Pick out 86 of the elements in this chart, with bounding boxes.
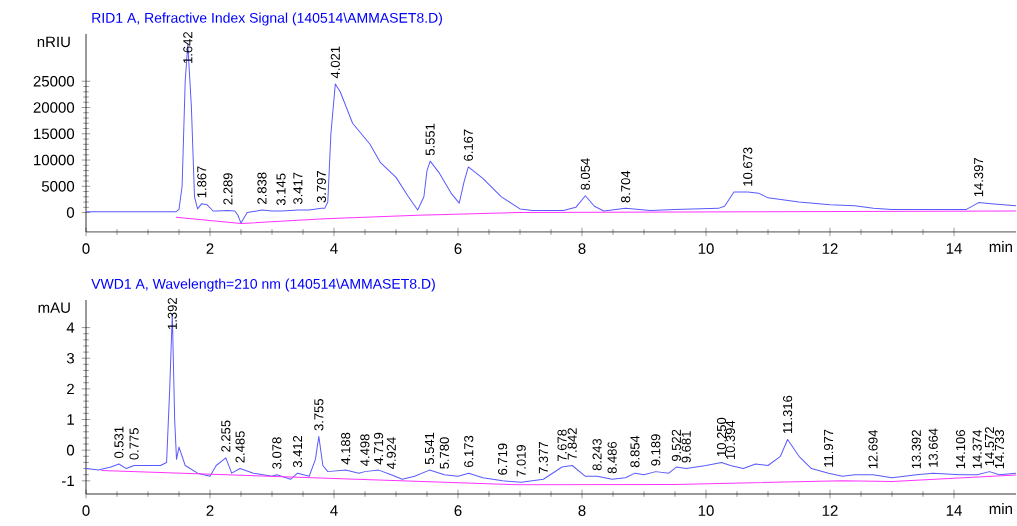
y-tick-label: 3: [66, 352, 75, 364]
annotation: 14.374: [972, 429, 982, 469]
annotation: 2.838: [257, 172, 267, 204]
x-tick-label: 2: [206, 243, 214, 254]
annotation: 3.145: [276, 173, 286, 206]
annotation: 9.681: [681, 431, 691, 463]
annotation: 8.704: [621, 170, 631, 203]
annotation: 8.486: [607, 441, 617, 474]
annotation: 14.733: [994, 430, 1005, 469]
x-tick-label: 8: [578, 243, 586, 254]
y-tick-label: 25000: [33, 75, 75, 87]
annotation: 0.531: [114, 426, 124, 459]
annotation: 4.719: [373, 432, 384, 465]
annotation: 4.924: [386, 437, 396, 469]
annotation: 1.642: [183, 32, 193, 63]
y-tick-label: 2: [67, 383, 74, 395]
line-series: [175, 210, 1017, 225]
annotation: 7.678: [557, 429, 567, 461]
annotation: 3.412: [292, 435, 303, 468]
annotation: 13.664: [928, 428, 938, 467]
x-tick-label: 4: [330, 505, 338, 516]
y-tick-label: 0: [66, 207, 75, 218]
y-tick-label: -1: [61, 475, 74, 486]
annotation: 10.673: [743, 147, 753, 186]
x-tick-label: 0: [82, 505, 90, 516]
annotation: 2.485: [235, 431, 245, 463]
annotation: 3.797: [316, 171, 327, 203]
annotation: 10.250: [716, 417, 727, 457]
x-tick-label: 6: [454, 505, 462, 516]
annotation: 11.977: [823, 429, 834, 467]
y-tick-label: 4: [66, 322, 75, 333]
chart-title: VWD1 A, Wavelength=210 nm (140514\AMMASET8.D): [91, 278, 435, 292]
annotation: 9.522: [671, 429, 681, 462]
annotation: 2.289: [223, 173, 233, 205]
x-tick-label: 0: [82, 243, 90, 254]
annotation: 13.392: [911, 430, 921, 469]
annotation: 3.417: [293, 172, 303, 205]
annotation: 7.842: [567, 428, 577, 460]
x-tick-label: 4: [330, 243, 338, 254]
chart-title: RID1 A, Refractive Index Signal (140514\AMMASET8.D): [92, 12, 442, 26]
annotation: 14.572: [984, 427, 995, 466]
x-tick-label: 14: [946, 243, 962, 254]
y-tick-label: 20000: [33, 102, 75, 113]
annotation: 3.078: [272, 437, 282, 469]
y-tick-label: 10000: [34, 154, 75, 166]
x-tick-label: 10: [698, 505, 714, 516]
x-tick-label: 12: [822, 243, 838, 254]
annotation: 4.021: [330, 46, 340, 79]
x-axis-title: min: [989, 241, 1012, 252]
x-tick-label: 6: [454, 243, 462, 254]
annotation: 11.316: [783, 395, 793, 434]
annotation: 14.397: [974, 158, 984, 197]
y-axis-title: mAU: [38, 302, 70, 313]
annotation: 8.054: [580, 158, 590, 190]
y-tick-label: 0: [66, 444, 75, 456]
annotation: 10.394: [725, 420, 736, 460]
y-tick-label: 15000: [34, 128, 75, 140]
annotation: 0.775: [129, 428, 139, 460]
annotation: 6.719: [497, 443, 508, 475]
x-tick-label: 10: [698, 243, 714, 254]
x-tick-label: 2: [206, 505, 214, 516]
annotation: 7.377: [538, 442, 548, 474]
annotation: 5.780: [439, 437, 449, 469]
annotation: 6.167: [463, 129, 473, 161]
annotation: 4.188: [341, 432, 351, 465]
annotation: 3.755: [314, 399, 324, 431]
annotation: 1.867: [197, 166, 207, 198]
x-tick-label: 14: [946, 505, 962, 516]
y-tick-label: 1: [67, 414, 74, 425]
annotation: 5.551: [425, 123, 435, 156]
x-axis-title: min: [989, 503, 1012, 514]
annotation: 9.189: [651, 434, 661, 466]
annotation: 2.255: [221, 420, 231, 452]
annotation: 4.498: [360, 434, 370, 466]
annotation: 14.106: [955, 430, 966, 469]
annotation: 12.694: [868, 429, 878, 469]
annotation: 1.392: [167, 298, 177, 329]
annotation: 6.173: [464, 435, 474, 468]
annotation: 5.541: [425, 432, 435, 465]
y-tick-label: 5000: [41, 180, 75, 192]
y-axis-title: nRIU: [37, 36, 70, 48]
annotation: 8.243: [592, 438, 602, 471]
annotation: 7.019: [516, 445, 526, 477]
annotation: 8.854: [630, 435, 640, 468]
x-tick-label: 8: [578, 505, 586, 516]
x-tick-label: 12: [822, 505, 838, 516]
